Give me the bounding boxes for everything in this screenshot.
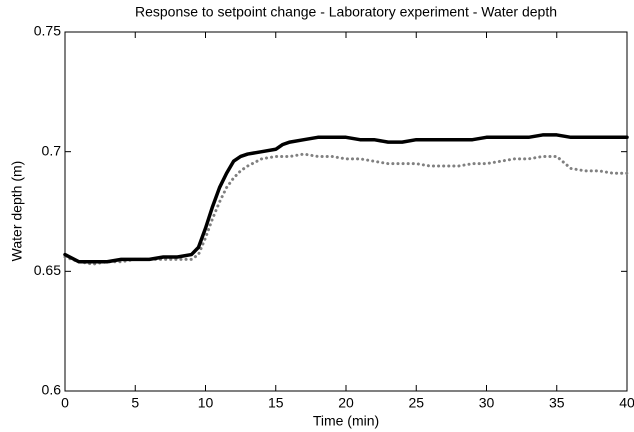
- data-line: [63, 152, 629, 266]
- x-tick-label: 5: [131, 395, 139, 411]
- x-tick-label: 40: [619, 395, 634, 411]
- y-tick-label: 0.6: [42, 382, 62, 398]
- y-tick-label: 0.7: [42, 142, 62, 158]
- y-tick-label: 0.75: [34, 23, 61, 39]
- data-line: [63, 133, 629, 264]
- chart-title: Response to setpoint change - Laboratory…: [135, 4, 557, 20]
- x-axis-label: Time (min): [313, 413, 379, 429]
- x-tick-label: 0: [61, 395, 69, 411]
- x-tick-label: 30: [479, 395, 495, 411]
- x-tick-label: 10: [198, 395, 214, 411]
- y-axis-label: Water depth (m): [9, 161, 25, 262]
- x-tick-label: 35: [549, 395, 565, 411]
- plot-frame: [64, 31, 628, 392]
- x-tick-label: 25: [408, 395, 424, 411]
- x-tick-label: 15: [268, 395, 284, 411]
- x-tick-label: 20: [338, 395, 354, 411]
- y-tick-label: 0.65: [34, 262, 61, 278]
